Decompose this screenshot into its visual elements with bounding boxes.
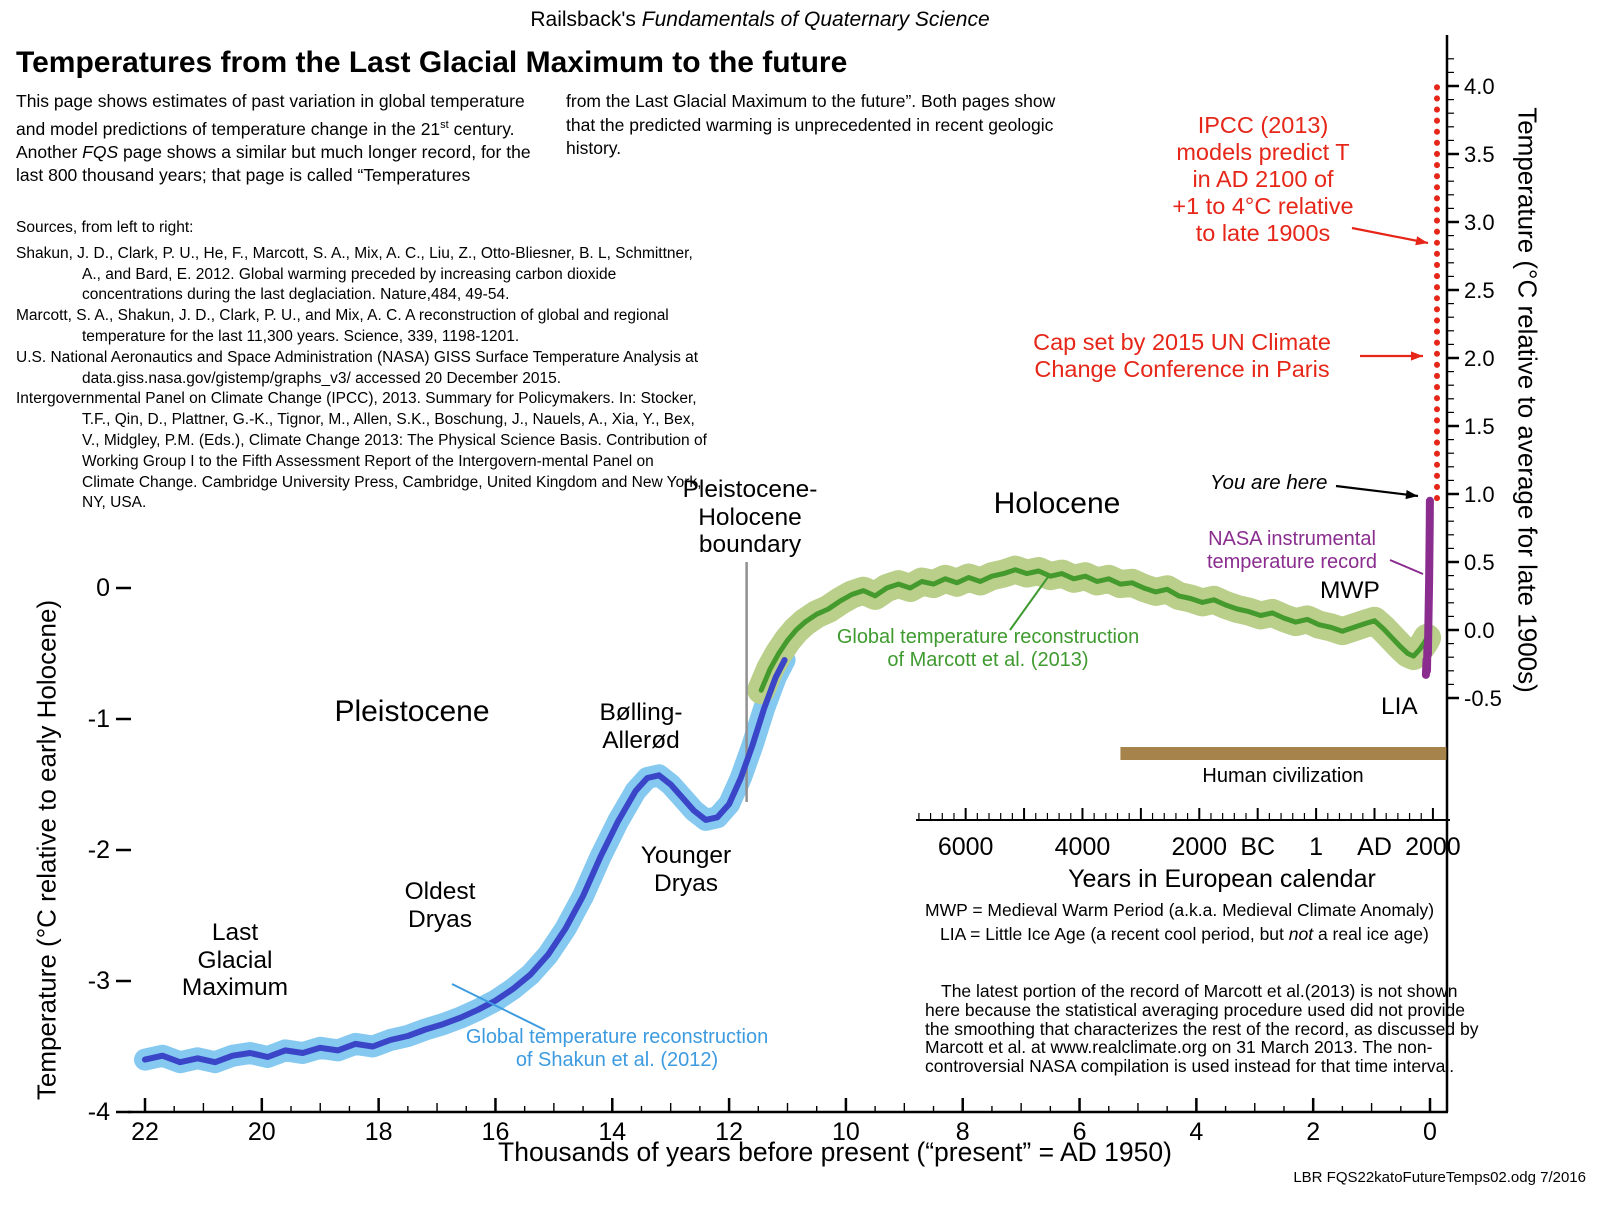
x-axis-tick-label: 12	[715, 1118, 743, 1146]
y-axis-left-tick-label: -4	[88, 1098, 110, 1126]
calendar-axis-tick-label: 6000	[938, 833, 994, 861]
ipcc-arrow-head	[1415, 236, 1428, 246]
marcott-line	[758, 567, 1430, 693]
y-axis-right-tick-label: 2.5	[1464, 278, 1495, 303]
x-axis-tick-label: 20	[248, 1118, 276, 1146]
you-are-here-arrow-head	[1405, 490, 1418, 500]
last-glacial-maximum-label: Last Glacial Maximum	[181, 919, 289, 1001]
intro-seg3: page shows a similar but much longer rec…	[16, 141, 531, 186]
pleistocene-holocene-boundary-label: Pleistocene- Holocene boundary	[682, 476, 818, 558]
oldest-dryas-label: Oldest Dryas	[404, 878, 476, 933]
y-axis-right-tick-label: 1.0	[1464, 482, 1495, 507]
nasa-connector	[1389, 559, 1424, 575]
marcott-connector	[1009, 576, 1049, 631]
mwp-definition: MWP = Medieval Warm Period (a.k.a. Medie…	[925, 900, 1435, 920]
left-y-axis-title: Temperature (°C relative to early Holoce…	[31, 599, 62, 1101]
pleistocene-epoch-label: Pleistocene	[334, 695, 490, 728]
intro-seg2: century. Another	[16, 118, 515, 162]
source-item: Marcott, S. A., Shakun, J. D., Clark, P.…	[16, 307, 669, 345]
you-are-here-arrow	[1335, 484, 1419, 498]
lia-def-post: a real ice age)	[1313, 924, 1429, 944]
y-axis-right-tick-label: 0.0	[1464, 618, 1495, 643]
calendar-axis-tick-label: 1	[1309, 833, 1323, 861]
x-axis-tick-label: 0	[1423, 1118, 1437, 1146]
marcott-series-label: Global temperature reconstruction of Mar…	[836, 626, 1140, 671]
cap-arrow-head	[1411, 351, 1423, 361]
calendar-axis-tick-label: 2000	[1405, 833, 1461, 861]
x-axis-tick-label: 8	[956, 1118, 970, 1146]
y-axis-right-tick-label: 3.0	[1464, 210, 1495, 235]
shakun-line	[142, 657, 788, 1066]
x-axis-title: Thousands of years before present (“pres…	[498, 1137, 1172, 1167]
intro-seg1: This page shows estimates of past variat…	[16, 91, 525, 139]
paris-cap-annotation: Cap set by 2015 UN Climate Change Confer…	[1033, 329, 1331, 382]
x-axis-tick-label: 6	[1073, 1118, 1087, 1146]
holocene-epoch-label: Holocene	[993, 487, 1121, 520]
human-civilization-label: Human civilization	[1202, 765, 1364, 787]
source-item: Shakun, J. D., Clark, P. U., He, F., Mar…	[16, 244, 693, 304]
lia-label: LIA	[1381, 693, 1418, 720]
y-axis-right-tick-label: 3.5	[1464, 142, 1495, 167]
x-axis-tick-label: 10	[832, 1118, 860, 1146]
intro-superscript: st	[440, 118, 449, 131]
y-axis-right-tick-label: 0.5	[1464, 550, 1495, 575]
ipcc-prediction-annotation: IPCC (2013) models predict T in AD 2100 …	[1172, 112, 1354, 246]
lia-def-italic: not	[1288, 924, 1314, 944]
intro-fqs-italic: FQS	[82, 141, 119, 162]
calendar-axis-tick-label: 4000	[1055, 833, 1111, 861]
you-are-here-annotation: You are here	[1210, 471, 1328, 494]
x-axis-tick-label: 2	[1306, 1118, 1320, 1146]
nasa-record-annotation: NASA instrumental temperature record	[1206, 528, 1378, 573]
y-axis-right-tick-label: 1.5	[1464, 414, 1495, 439]
y-axis-left-tick-label: -2	[88, 836, 110, 864]
ipcc-arrow	[1351, 226, 1429, 245]
marcott-note-paragraph: The latest portion of the record of Marc…	[925, 981, 1479, 1077]
y-axis-right-tick-label: 4.0	[1464, 74, 1495, 99]
x-axis-tick-label: 4	[1189, 1118, 1203, 1146]
file-reference-footer: LBR FQS22katoFutureTemps02.odg 7/2016	[1293, 1169, 1586, 1186]
calendar-axis-tick-label: BC	[1240, 833, 1275, 861]
y-axis-left-tick-label: -3	[88, 967, 110, 995]
sources-block: Sources, from left to right: Shakun, J. …	[16, 218, 708, 514]
book-title-prefix: Railsback's	[530, 8, 642, 31]
mwp-label: MWP	[1320, 577, 1380, 604]
source-item: Intergovernmental Panel on Climate Chang…	[16, 390, 707, 512]
sources-heading: Sources, from left to right:	[16, 219, 194, 236]
y-axis-left-tick-label: 0	[96, 574, 110, 602]
book-title-italic: Fundamentals of Quaternary Science	[641, 8, 990, 31]
intro-paragraph-right: from the Last Glacial Maximum to the fut…	[566, 91, 1056, 158]
x-axis-tick-label: 16	[482, 1118, 510, 1146]
y-axis-right-tick-label: -0.5	[1464, 686, 1502, 711]
y-axis-right-tick-label: 2.0	[1464, 346, 1495, 371]
lia-def-pre: LIA = Little Ice Age (a recent cool peri…	[940, 924, 1289, 944]
calendar-axis-title: Years in European calendar	[1068, 865, 1376, 893]
book-title: Railsback's Fundamentals of Quaternary S…	[0, 8, 1520, 32]
lia-definition: LIA = Little Ice Age (a recent cool peri…	[940, 924, 1429, 945]
shakun-connector	[451, 983, 546, 1031]
younger-dryas-label: Younger Dryas	[640, 842, 732, 897]
human-civilization-bar	[1120, 747, 1447, 760]
shakun-series-label: Global temperature reconstruction of Sha…	[465, 1026, 769, 1071]
x-axis-tick-label: 18	[365, 1118, 393, 1146]
calendar-axis-tick-label: AD	[1357, 833, 1392, 861]
calendar-axis-tick-label: 2000	[1171, 833, 1227, 861]
right-y-axis-title: Temperature (°C relative to average for …	[1512, 107, 1543, 693]
x-axis-tick-label: 22	[131, 1118, 159, 1146]
bolling-allerod-label: Bølling- Allerød	[599, 699, 683, 754]
source-item: U.S. National Aeronautics and Space Admi…	[16, 348, 699, 387]
x-axis-tick-label: 14	[598, 1118, 626, 1146]
page-title: Temperatures from the Last Glacial Maxim…	[16, 46, 848, 79]
intro-paragraph-left: This page shows estimates of past variat…	[16, 90, 550, 188]
y-axis-left-tick-label: -1	[88, 705, 110, 733]
nasa-line	[1421, 496, 1434, 679]
